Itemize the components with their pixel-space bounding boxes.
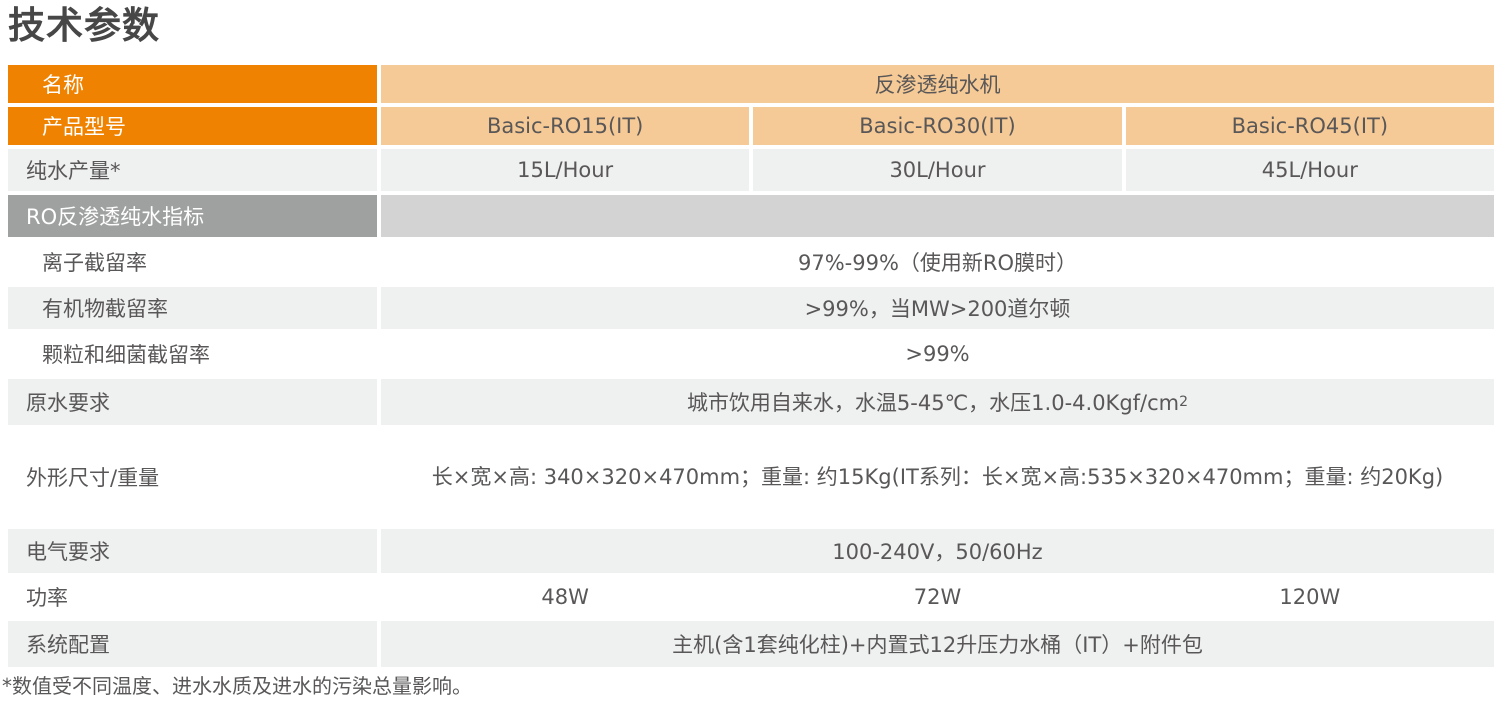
cell-product-name: 反渗透纯水机: [381, 65, 1494, 103]
row-label-configuration: 系统配置: [8, 621, 377, 667]
footnote: *数值受不同温度、进水水质及进水的污染总量影响。: [2, 674, 472, 698]
cell-configuration: 主机(含1套纯化柱)+内置式12升压力水桶（IT）+附件包: [381, 621, 1494, 667]
cell-power-1: 48W: [381, 577, 750, 617]
page-title: 技术参数: [8, 4, 160, 47]
row-label-output: 纯水产量*: [8, 149, 377, 191]
cell-output-3: 45L/Hour: [1125, 149, 1494, 191]
cell-dimensions: 长×宽×高: 340×320×470mm；重量: 约15Kg(IT系列：长×宽×…: [381, 429, 1494, 525]
row-label-model: 产品型号: [8, 107, 377, 145]
cell-output-1: 15L/Hour: [381, 149, 750, 191]
row-label-ion-rejection: 离子截留率: [8, 241, 377, 283]
row-label-organic-rejection: 有机物截留率: [8, 287, 377, 329]
row-label-dimensions: 外形尺寸/重量: [8, 429, 377, 525]
feed-water-superscript: 2: [1179, 394, 1189, 410]
cell-organic-rejection: >99%，当MW>200道尔顿: [381, 287, 1494, 329]
section-header-ro: RO反渗透纯水指标: [8, 195, 377, 237]
spec-table: 名称 反渗透纯水机 产品型号 Basic-RO15(IT) Basic-RO30…: [8, 65, 1494, 667]
cell-electrical: 100-240V，50/60Hz: [381, 529, 1494, 573]
row-label-name: 名称: [8, 65, 377, 103]
cell-model-3: Basic-RO45(IT): [1125, 107, 1494, 145]
row-label-feed-water: 原水要求: [8, 379, 377, 425]
cell-power-2: 72W: [753, 577, 1122, 617]
row-label-power: 功率: [8, 577, 377, 617]
cell-model-1: Basic-RO15(IT): [381, 107, 750, 145]
cell-ion-rejection: 97%-99%（使用新RO膜时）: [381, 241, 1494, 283]
cell-output-2: 30L/Hour: [753, 149, 1122, 191]
cell-particle-rejection: >99%: [381, 333, 1494, 375]
section-header-ro-spacer: [381, 195, 1494, 237]
row-label-electrical: 电气要求: [8, 529, 377, 573]
row-label-particle-rejection: 颗粒和细菌截留率: [8, 333, 377, 375]
cell-feed-water: 城市饮用自来水，水温5-45℃，水压1.0-4.0Kgf/cm 2: [381, 379, 1494, 425]
feed-water-text: 城市饮用自来水，水温5-45℃，水压1.0-4.0Kgf/cm: [686, 391, 1180, 415]
cell-model-2: Basic-RO30(IT): [753, 107, 1122, 145]
cell-power-3: 120W: [1125, 577, 1494, 617]
